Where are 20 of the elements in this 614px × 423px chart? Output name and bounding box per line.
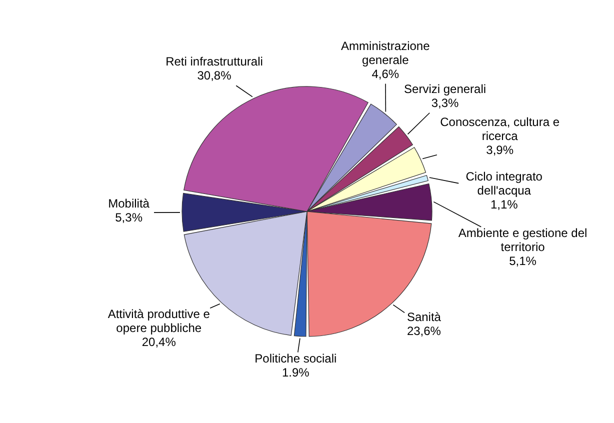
slice-label: Conoscenza, cultura e ricerca — [440, 115, 560, 144]
slice-label: Mobilità — [108, 196, 150, 211]
data-label: 3,9% — [486, 143, 514, 158]
slice-label: Reti infrastrutturali — [166, 54, 263, 69]
data-label: 30,8% — [197, 68, 232, 83]
slice-label: Sanità — [406, 310, 442, 324]
slice-label: Ciclo integrato dell'acqua — [466, 169, 543, 198]
data-label: 3,3% — [431, 96, 460, 110]
data-label: 5,3% — [115, 210, 143, 225]
data-label: 20,4% — [142, 335, 176, 350]
data-label: 5,1% — [509, 254, 537, 268]
data-label: 1.9% — [282, 365, 310, 380]
slice-label: Amministrazione generale — [341, 38, 430, 67]
slice-label: Attività produttive e opere pubbliche — [108, 307, 210, 336]
slice-label: Politiche sociali — [254, 351, 337, 366]
slice-label: Servizi generali — [404, 82, 486, 96]
data-label: 1,1% — [490, 197, 518, 212]
slice-label: Ambiente e gestione del territorio — [458, 226, 588, 254]
data-label: 4,6% — [372, 66, 400, 81]
data-label: 23,6% — [406, 324, 442, 338]
